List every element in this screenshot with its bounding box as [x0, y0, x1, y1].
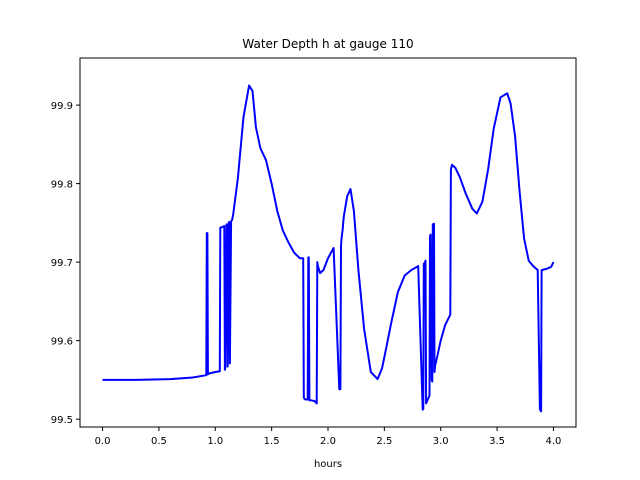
x-tick-label: 1.5 [264, 436, 280, 447]
y-tick-label: 99.8 [51, 180, 73, 191]
x-axis-label: hours [314, 459, 342, 470]
chart-title: Water Depth h at gauge 110 [242, 37, 413, 51]
y-tick-label: 99.6 [51, 337, 73, 348]
x-tick-label: 2.0 [320, 436, 336, 447]
x-tick-label: 0.5 [151, 436, 167, 447]
x-tick-label: 0.0 [95, 436, 111, 447]
tick-group: 0.0 0.5 1.0 1.5 2.0 2.5 3.0 3.5 4.0 99.5 99.6 99.7 9… [51, 101, 562, 447]
plot-frame [79, 57, 577, 428]
x-tick-label: 3.0 [433, 436, 449, 447]
x-tick-label: 1.0 [207, 436, 223, 447]
x-tick-label: 4.0 [546, 436, 562, 447]
y-tick-label: 99.9 [51, 101, 73, 112]
water-depth-line [102, 84, 555, 413]
y-tick-label: 99.5 [51, 415, 73, 426]
y-tick-label: 99.7 [51, 258, 73, 269]
x-tick-label: 3.5 [489, 436, 505, 447]
x-tick-label: 2.5 [376, 436, 392, 447]
